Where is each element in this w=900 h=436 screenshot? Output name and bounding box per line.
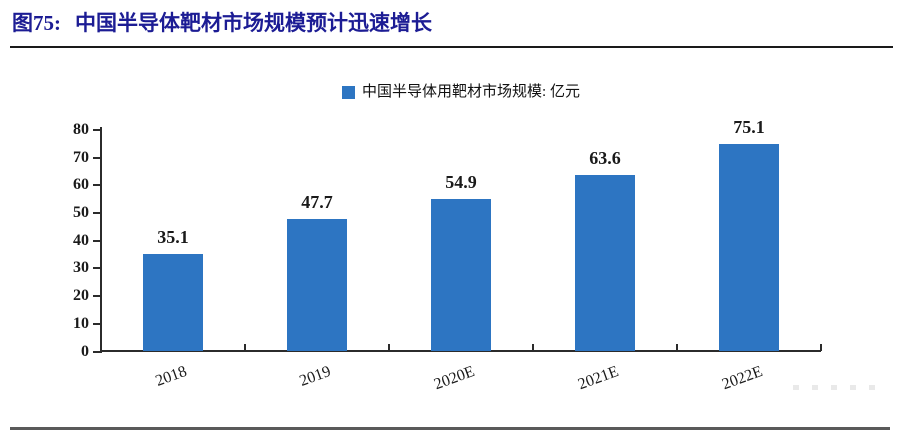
y-tick-label: 80 xyxy=(73,121,89,138)
bar xyxy=(431,199,491,351)
title-divider-line xyxy=(10,46,893,48)
bar-value-label: 35.1 xyxy=(157,227,189,248)
bar xyxy=(143,254,203,351)
y-axis-line xyxy=(100,127,102,353)
y-axis-tick xyxy=(93,295,100,298)
y-axis-tick xyxy=(93,350,100,353)
x-axis-tick xyxy=(388,344,390,351)
y-tick-label: 10 xyxy=(73,314,89,332)
y-axis-tick xyxy=(93,322,100,325)
bar-value-label: 47.7 xyxy=(301,192,333,213)
bar xyxy=(287,219,347,351)
y-axis-tick xyxy=(93,267,100,270)
y-tick-label: 60 xyxy=(73,176,89,194)
x-axis-tick xyxy=(820,344,822,351)
figure-number-label: 图75: xyxy=(12,11,61,35)
y-axis-tick xyxy=(93,212,100,215)
y-tick-label: 20 xyxy=(73,287,89,305)
x-category-label: 2020E xyxy=(432,362,478,394)
bar xyxy=(575,175,635,351)
y-tick-label: 50 xyxy=(73,204,89,222)
x-axis-tick xyxy=(244,344,246,351)
legend-swatch-icon xyxy=(342,85,356,99)
bar xyxy=(719,143,779,351)
y-axis-tick xyxy=(93,184,100,187)
x-category-label: 2022E xyxy=(720,362,766,394)
faint-watermark xyxy=(793,385,885,390)
y-tick-label: 70 xyxy=(73,148,89,166)
x-axis-tick xyxy=(100,344,102,351)
figure-bottom-border xyxy=(10,427,890,430)
chart-legend: 中国半导体用靶材市场规模: 亿元 xyxy=(101,81,821,103)
bar-value-label: 63.6 xyxy=(589,148,621,169)
x-axis-tick xyxy=(676,344,678,351)
x-axis-line xyxy=(101,350,821,352)
y-axis-tick xyxy=(93,156,100,159)
bar-value-label: 75.1 xyxy=(733,116,765,137)
y-tick-label: 0 xyxy=(81,342,89,360)
y-axis-tick xyxy=(93,239,100,242)
y-axis-tick xyxy=(93,129,100,131)
y-tick-label: 30 xyxy=(73,259,89,277)
x-category-label: 2019 xyxy=(297,362,334,390)
figure-title-text: 中国半导体靶材市场规模预计迅速增长 xyxy=(75,11,432,35)
x-category-label: 2021E xyxy=(576,362,622,394)
figure-title: 图75: 中国半导体靶材市场规模预计迅速增长 xyxy=(12,8,432,38)
legend-series-label: 中国半导体用靶材市场规模: 亿元 xyxy=(362,84,580,100)
y-tick-label: 40 xyxy=(73,231,89,249)
x-category-label: 2018 xyxy=(153,362,190,390)
bar-value-label: 54.9 xyxy=(445,172,477,193)
x-axis-tick xyxy=(532,344,534,351)
